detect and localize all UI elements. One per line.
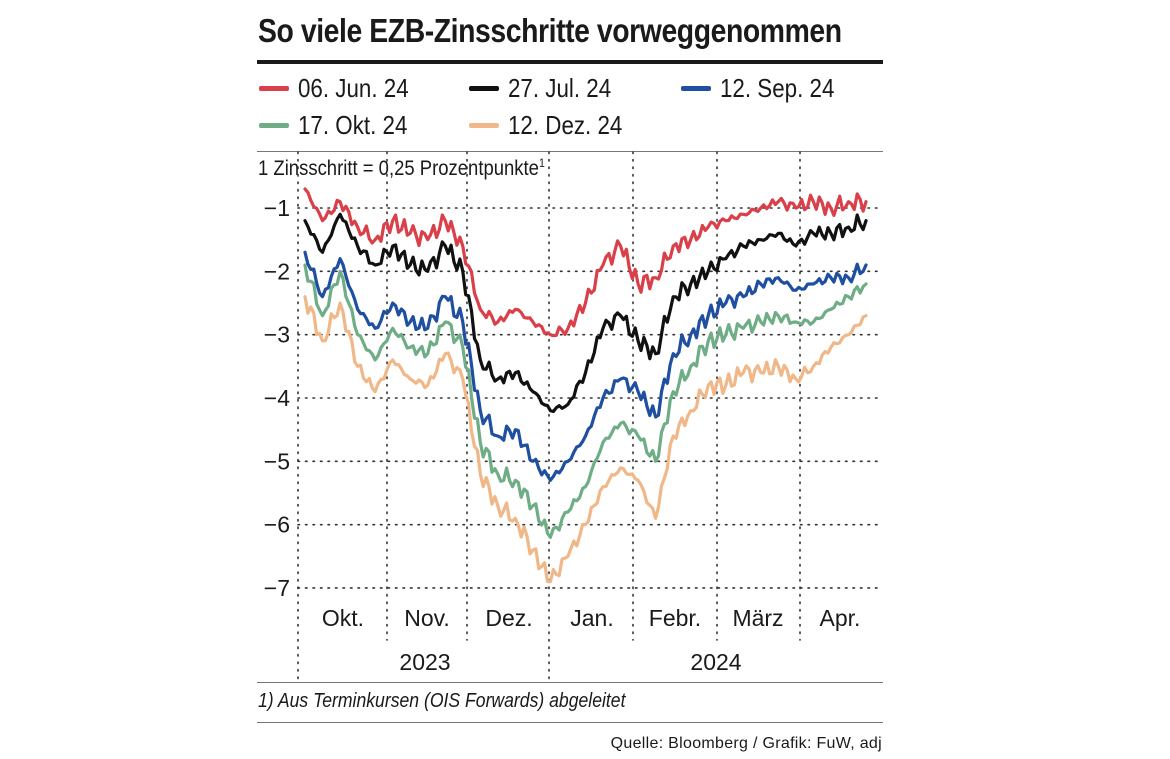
y-tick-label: −6 bbox=[264, 512, 290, 538]
series-line-green bbox=[303, 263, 868, 539]
y-tick-label: −7 bbox=[264, 575, 290, 601]
legend-label-sep: 12. Sep. 24 bbox=[720, 72, 835, 103]
x-tick-label: Okt. bbox=[322, 605, 364, 631]
series-line-blue bbox=[303, 250, 868, 482]
legend-label-okt: 17. Okt. 24 bbox=[298, 109, 408, 140]
source-credit: Quelle: Bloomberg / Grafik: FuW, adj bbox=[610, 735, 882, 752]
y-tick-label: −2 bbox=[264, 258, 290, 284]
footnote-rule bbox=[257, 682, 883, 683]
legend-label-jun: 06. Jun. 24 bbox=[298, 72, 409, 103]
legend-label-dez: 12. Dez. 24 bbox=[508, 109, 623, 140]
unit-label-footnote-mark: 1 bbox=[538, 156, 545, 170]
unit-label: 1 Zinsschritt = 0,25 Prozentpunkte1 bbox=[258, 156, 545, 181]
x-tick-label: Nov. bbox=[404, 605, 450, 631]
legend-item-sep: 12. Sep. 24 bbox=[681, 73, 853, 103]
legend-item-dez: 12. Dez. 24 bbox=[469, 110, 641, 140]
y-tick-label: −1 bbox=[264, 195, 290, 221]
legend-swatch-black bbox=[469, 85, 499, 91]
x-tick-label: März bbox=[732, 605, 783, 631]
series-line-black bbox=[303, 212, 868, 414]
unit-label-text: 1 Zinsschritt = 0,25 Prozentpunkte bbox=[258, 157, 539, 180]
x-tick-label: Febr. bbox=[649, 605, 701, 631]
x-tick-label: Dez. bbox=[485, 605, 532, 631]
legend-swatch-orange bbox=[469, 122, 499, 128]
legend-item-okt: 17. Okt. 24 bbox=[259, 110, 425, 140]
x-year-label: 2023 bbox=[399, 649, 450, 675]
legend-label-jul: 27. Jul. 24 bbox=[508, 72, 612, 103]
legend-swatch-red bbox=[259, 85, 289, 91]
legend-swatch-blue bbox=[681, 85, 711, 91]
x-tick-label: Apr. bbox=[820, 605, 861, 631]
series-line-red bbox=[303, 187, 868, 338]
legend-swatch-green bbox=[259, 122, 289, 128]
chart-title: So viele EZB-Zinsschritte vorweggenommen bbox=[258, 12, 842, 49]
x-tick-label: Jan. bbox=[570, 605, 613, 631]
legend-item-jul: 27. Jul. 24 bbox=[469, 73, 628, 103]
x-year-label: 2024 bbox=[690, 649, 741, 675]
footnote: 1) Aus Terminkursen (OIS Forwards) abgel… bbox=[258, 690, 626, 712]
title-rule bbox=[257, 60, 883, 64]
series-line-orange bbox=[303, 295, 868, 584]
y-tick-label: −5 bbox=[264, 448, 290, 474]
legend-rule bbox=[257, 151, 883, 152]
legend-item-jun: 06. Jun. 24 bbox=[259, 73, 427, 103]
y-tick-label: −3 bbox=[264, 322, 290, 348]
y-tick-label: −4 bbox=[264, 385, 290, 411]
source-rule bbox=[257, 722, 883, 723]
